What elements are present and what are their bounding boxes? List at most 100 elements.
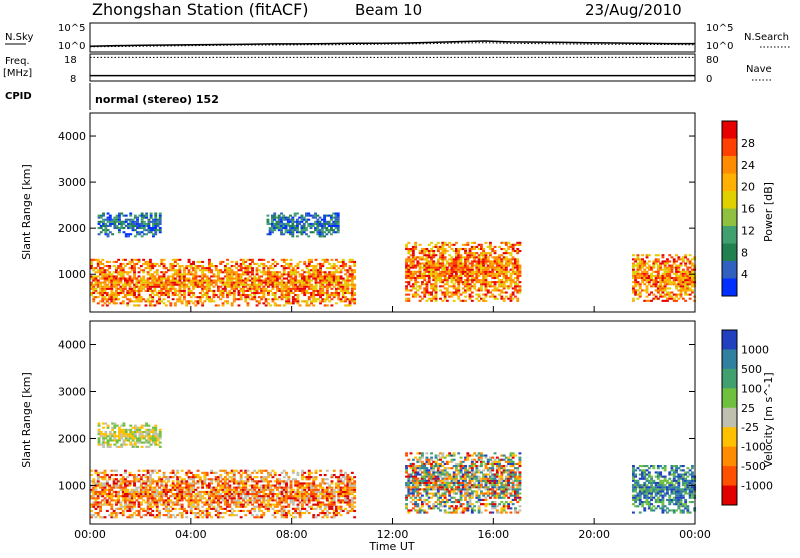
echo-cell (251, 267, 254, 269)
echo-cell (407, 269, 410, 271)
echo-cell (510, 252, 513, 254)
echo-cell (303, 508, 306, 510)
echo-cell (297, 294, 300, 296)
echo-cell (181, 470, 184, 472)
echo-cell (262, 514, 265, 516)
echo-cell (346, 288, 349, 290)
echo-cell (278, 215, 281, 217)
echo-cell (192, 302, 195, 304)
echo-cell (487, 256, 490, 258)
echo-cell (194, 489, 197, 491)
echo-cell (351, 259, 354, 261)
echo-cell (208, 485, 211, 487)
echo-cell (496, 287, 499, 289)
echo-cell (240, 495, 243, 497)
echo-cell (158, 510, 161, 512)
echo-cell (95, 278, 98, 280)
echo-cell (217, 510, 220, 512)
echo-cell (489, 292, 492, 294)
echo-cell (294, 284, 297, 286)
echo-cell (444, 258, 447, 260)
echo-cell (285, 485, 288, 487)
echo-cell (315, 476, 318, 478)
echo-cell (154, 290, 157, 292)
echo-cell (689, 287, 692, 289)
echo-cell (219, 298, 222, 300)
echo-cell (158, 487, 161, 489)
echo-cell (159, 215, 162, 217)
echo-cell (276, 495, 279, 497)
echo-cell (319, 221, 322, 223)
echo-cell (174, 278, 177, 280)
echo-cell (106, 269, 109, 271)
echo-cell (109, 215, 112, 217)
echo-cell (487, 269, 490, 271)
echo-cell (122, 476, 125, 478)
echo-cell (215, 472, 218, 474)
echo-cell (235, 489, 238, 491)
echo-cell (303, 231, 306, 233)
echo-cell (485, 263, 488, 265)
echo-cell (290, 265, 293, 267)
echo-cell (138, 259, 141, 261)
echo-cell (290, 482, 293, 484)
echo-cell (201, 265, 204, 267)
echo-cell (457, 285, 460, 287)
echo-cell (294, 269, 297, 271)
echo-cell (242, 499, 245, 501)
echo-cell (179, 288, 182, 290)
echo-cell (516, 263, 519, 265)
echo-cell (224, 476, 227, 478)
echo-cell (122, 275, 125, 277)
echo-cell (315, 470, 318, 472)
echo-cell (303, 225, 306, 227)
echo-cell (464, 300, 467, 302)
echo-cell (330, 215, 333, 217)
echo-cell (217, 482, 220, 484)
echo-cell (147, 271, 150, 273)
echo-cell (147, 280, 150, 282)
echo-cell (199, 292, 202, 294)
freq-panel: Freq. [MHz] 18 8 80 0 Nave (3, 54, 772, 85)
colorbar-tick-label: 20 (741, 181, 755, 194)
echo-cell (133, 506, 136, 508)
echo-cell (457, 250, 460, 252)
echo-cell (249, 474, 252, 476)
nsky-label: N.Sky (5, 32, 33, 43)
y-tick-label: 3000 (58, 176, 86, 189)
echo-cell (222, 280, 225, 282)
echo-cell (172, 263, 175, 265)
echo-cell (256, 273, 259, 275)
echo-cell (240, 275, 243, 277)
echo-cell (213, 273, 216, 275)
echo-cell (437, 250, 440, 252)
echo-cell (163, 263, 166, 265)
echo-cell (110, 497, 113, 499)
echo-cell (480, 246, 483, 248)
echo-cell (344, 300, 347, 302)
echo-cell (294, 275, 297, 277)
echo-cell (430, 294, 433, 296)
echo-cell (192, 487, 195, 489)
echo-cell (684, 300, 687, 302)
echo-cell (448, 242, 451, 244)
echo-cell (290, 290, 293, 292)
echo-cell (471, 292, 474, 294)
echo-cell (99, 510, 102, 512)
echo-cell (97, 265, 100, 267)
echo-cell (242, 259, 245, 261)
echo-cell (113, 300, 116, 302)
echo-cell (154, 217, 157, 219)
echo-cell (337, 292, 340, 294)
echo-cell (315, 259, 318, 261)
echo-cell (444, 242, 447, 244)
echo-cell (188, 269, 191, 271)
echo-cell (188, 259, 191, 261)
echo-cell (151, 506, 154, 508)
echo-cell (435, 283, 438, 285)
echo-cell (167, 292, 170, 294)
echo-cell (120, 225, 123, 227)
echo-cell (167, 480, 170, 482)
echo-cell (666, 258, 669, 260)
echo-cell (138, 480, 141, 482)
